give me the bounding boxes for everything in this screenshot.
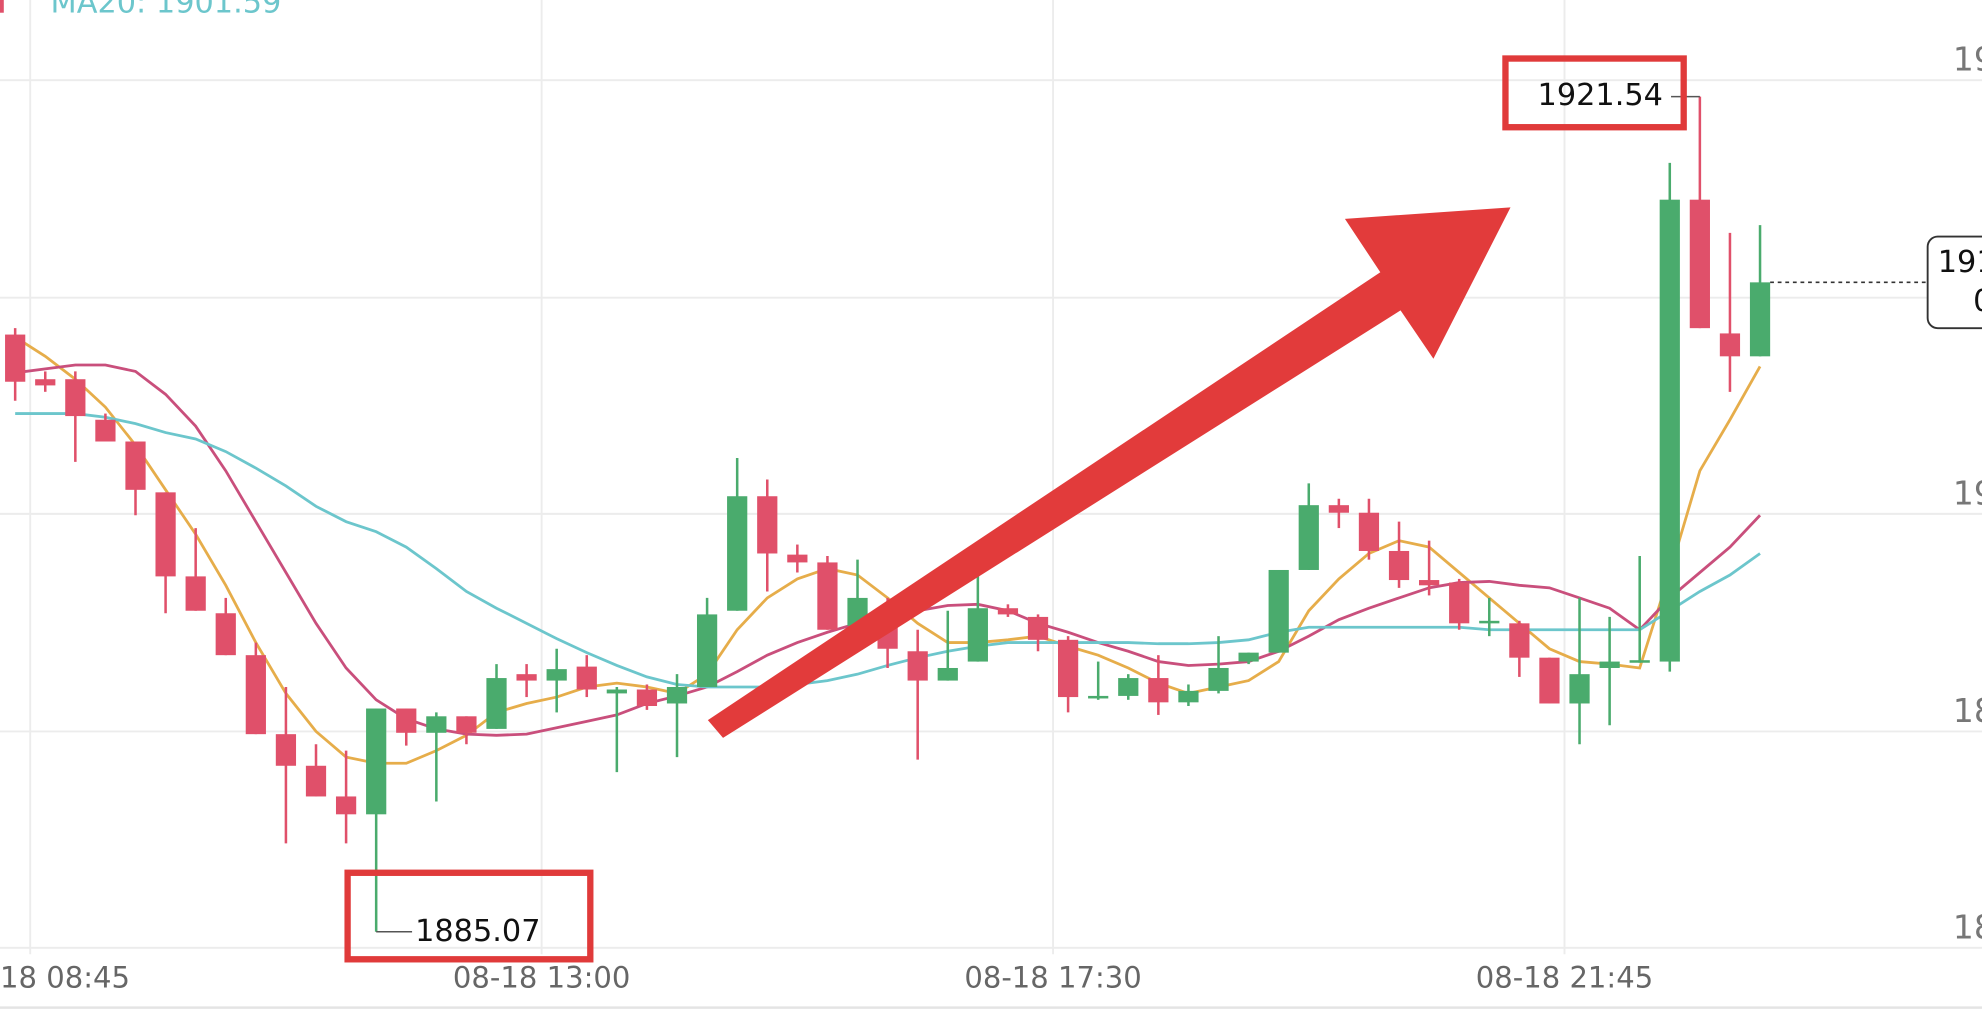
candle-body <box>937 667 958 681</box>
candle-body <box>305 765 327 797</box>
candle-body <box>967 608 988 662</box>
legend-label: MA20: 1901.59 <box>51 0 282 20</box>
candle-body <box>1629 660 1650 663</box>
candle-body <box>907 651 928 681</box>
candle-body <box>35 379 56 386</box>
candle-body <box>245 655 266 735</box>
candle-body <box>1659 199 1680 662</box>
candle-body <box>456 716 477 733</box>
candle-body <box>1509 623 1530 658</box>
candle-body <box>1749 282 1771 357</box>
candle-body <box>1268 569 1289 653</box>
candle-body <box>185 576 206 611</box>
min-label: 1885.07 <box>415 914 540 949</box>
x-tick-label: 08-18 13:00 <box>453 961 630 995</box>
candle-body <box>335 796 357 815</box>
candle-body <box>95 419 116 442</box>
candle-body <box>606 689 627 694</box>
last-price-sublabel: 0 <box>1973 284 1982 319</box>
candle-body <box>1148 678 1169 703</box>
candle-body <box>1238 652 1259 662</box>
candle-body <box>1118 678 1139 696</box>
candle-body <box>666 686 688 704</box>
candle-body <box>997 608 1019 615</box>
candle-body <box>366 708 387 815</box>
candle-body <box>787 554 808 563</box>
max-highlight-box <box>1502 55 1687 131</box>
candle-body <box>727 496 748 611</box>
candle-body <box>275 734 297 766</box>
y-tick-label: 18 <box>1953 907 1982 946</box>
candle-body <box>1539 657 1560 704</box>
candle-body <box>396 708 417 733</box>
candle-body <box>516 674 537 681</box>
candle-body <box>1689 199 1710 329</box>
last-price-box <box>1926 235 1982 330</box>
candle-body <box>1057 639 1079 698</box>
y-tick-label: 18 <box>1953 691 1982 730</box>
candle-body <box>1388 550 1410 581</box>
candle-body <box>125 441 146 490</box>
trend-arrow <box>707 207 1511 738</box>
y-tick-label: 19 <box>1953 39 1982 78</box>
candle-body <box>65 379 86 417</box>
candle-body <box>576 666 597 690</box>
candles <box>5 96 1771 932</box>
y-tick-label: 19 <box>1953 473 1982 512</box>
candle-body <box>1569 674 1590 704</box>
candle-body <box>546 669 567 681</box>
candle-body <box>486 678 507 729</box>
candle-body <box>5 334 26 382</box>
candle-body <box>1178 690 1199 703</box>
candle-body <box>1719 333 1741 357</box>
candle-body <box>1328 505 1349 513</box>
x-tick-label: 08-18 21:45 <box>1476 961 1653 995</box>
x-tick-label: 18 08:45 <box>0 961 130 995</box>
candle-body <box>155 492 176 577</box>
candle-body <box>215 613 236 656</box>
candle-body <box>1599 661 1620 668</box>
candle-body <box>1449 582 1470 624</box>
candle-body <box>1479 620 1500 624</box>
candle-body <box>1208 667 1229 691</box>
candle-body <box>1027 616 1049 640</box>
x-tick-label: 08-18 17:30 <box>964 961 1141 995</box>
candle-body <box>1358 512 1380 551</box>
candle-body <box>1298 505 1319 570</box>
candle-body <box>817 562 838 630</box>
candle-body <box>636 689 658 706</box>
min-highlight-box <box>344 869 594 963</box>
candle-body <box>426 716 447 733</box>
legend-swatch <box>0 0 4 13</box>
candle-body <box>696 614 718 687</box>
last-price-label: 191 <box>1938 245 1982 280</box>
max-label: 1921.54 <box>1538 78 1663 113</box>
candle-body <box>1419 580 1440 586</box>
candle-body <box>1088 695 1109 699</box>
candle-body <box>757 496 778 554</box>
